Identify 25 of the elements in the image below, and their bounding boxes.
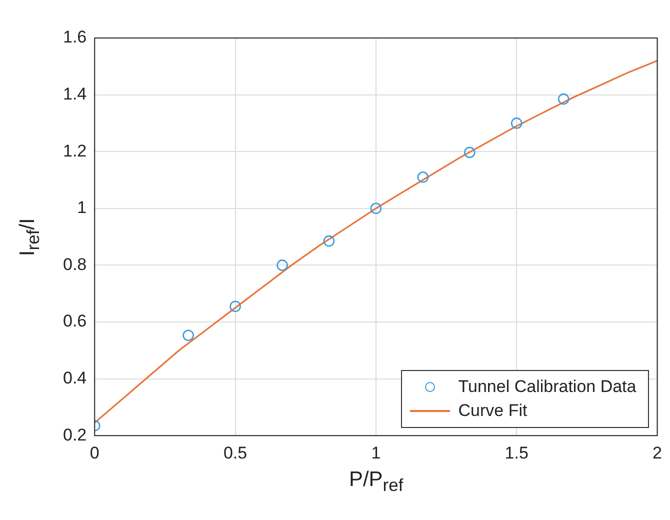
point bbox=[510, 118, 522, 129]
y-tick-label: 1.2 bbox=[62, 141, 87, 160]
point bbox=[558, 93, 570, 105]
y-tick-label: 1 bbox=[77, 198, 87, 218]
legend-label: Curve Fit bbox=[458, 400, 528, 421]
y-tick-label: 0.6 bbox=[62, 312, 87, 331]
y-tick-label: 1.6 bbox=[62, 28, 87, 47]
point bbox=[230, 300, 241, 312]
y-tick-label: 1.4 bbox=[62, 84, 87, 104]
point bbox=[417, 172, 429, 183]
y-tick-label: 0.4 bbox=[62, 368, 87, 388]
point bbox=[370, 202, 382, 214]
point bbox=[464, 146, 476, 158]
point bbox=[276, 260, 288, 271]
x-tick-label: 1 bbox=[371, 443, 381, 462]
x-tick-label: 2 bbox=[652, 443, 662, 462]
y-tick-label: 0.8 bbox=[62, 254, 87, 274]
y-tick-label: 0.2 bbox=[62, 425, 87, 444]
x-tick-label: 0 bbox=[90, 443, 100, 462]
x-tick-label: 0.5 bbox=[223, 443, 248, 462]
x-tick-label: 1.5 bbox=[504, 443, 528, 462]
x-axis-title: P/P$_{ref}$ bbox=[348, 468, 404, 496]
point bbox=[323, 235, 335, 247]
legend-label: Tunnel Calibration Data bbox=[458, 376, 636, 397]
point bbox=[182, 330, 194, 341]
